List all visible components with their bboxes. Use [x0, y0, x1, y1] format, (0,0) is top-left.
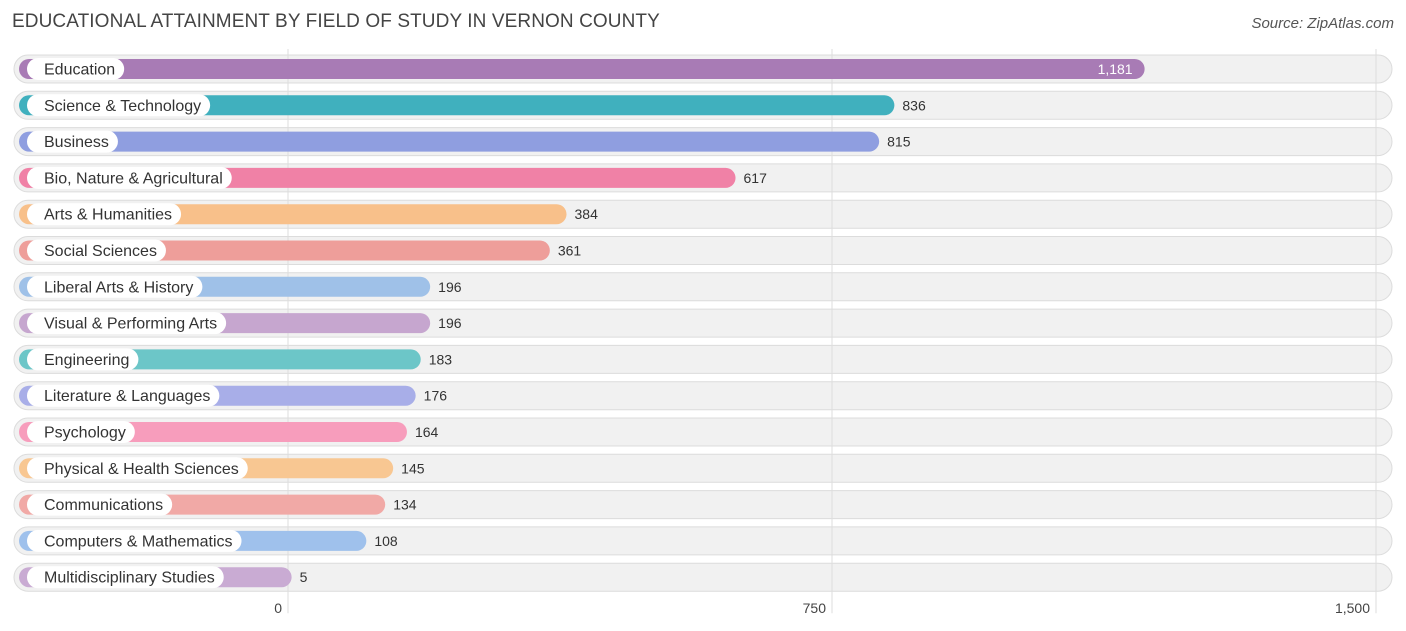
value-label: 836 [902, 97, 926, 113]
bar-group: Psychology 164 [19, 421, 439, 443]
bar-group: Engineering 183 [19, 348, 453, 371]
bar-group: Physical & Health Sciences 145 [19, 457, 425, 480]
category-label: Arts & Humanities [44, 207, 172, 224]
bar-group: Science & Technology 836 [19, 94, 926, 117]
value-label: 145 [401, 460, 425, 476]
chart-title: EDUCATIONAL ATTAINMENT BY FIELD OF STUDY… [12, 11, 660, 32]
category-label-pill [27, 566, 224, 589]
bar [19, 131, 880, 152]
bars: Education 1,181 Science & Technology 836 Bus… [19, 58, 1145, 589]
bar-group: Liberal Arts & History 196 [19, 275, 462, 298]
category-label-pill [27, 166, 232, 189]
value-label: 5 [300, 569, 308, 585]
category-label-pill [27, 457, 248, 480]
value-label: 361 [558, 243, 582, 259]
bar-group: Bio, Nature & Agricultural 617 [19, 166, 768, 189]
category-label: Liberal Arts & History [44, 279, 193, 296]
bar-group: Social Sciences 361 [19, 239, 582, 262]
category-label: Communications [44, 497, 163, 514]
bar-group: Multidisciplinary Studies 5 [19, 566, 308, 589]
category-label: Visual & Performing Arts [44, 316, 217, 333]
x-tick-label: 0 [274, 600, 282, 616]
category-label-pill [27, 130, 118, 153]
category-label-pill [27, 384, 220, 407]
value-label: 183 [429, 351, 453, 367]
value-label: 196 [438, 315, 462, 331]
value-label: 176 [424, 388, 448, 404]
x-tick-label: 750 [803, 600, 827, 616]
category-label-pill [27, 275, 203, 298]
category-label-pill [27, 58, 125, 80]
value-label: 384 [575, 206, 599, 222]
category-label-pill [27, 529, 242, 552]
bar-group: Computers & Mathematics 108 [19, 529, 398, 552]
category-label-pill [27, 348, 139, 371]
category-label: Science & Technology [44, 98, 201, 115]
value-label: 196 [438, 279, 462, 295]
value-label: 134 [393, 497, 417, 513]
category-label: Multidisciplinary Studies [44, 570, 215, 587]
value-label: 617 [744, 170, 768, 186]
source-note: Source: ZipAtlas.com [1251, 15, 1394, 32]
category-label: Bio, Nature & Agricultural [44, 170, 223, 187]
category-label-pill [27, 94, 211, 117]
value-label: 815 [887, 134, 911, 150]
category-label: Social Sciences [44, 243, 157, 260]
category-label-pill [27, 203, 182, 226]
category-label: Computers & Mathematics [44, 533, 233, 550]
category-label: Physical & Health Sciences [44, 461, 239, 478]
row-background [13, 562, 1393, 592]
bar-group: Literature & Languages 176 [19, 384, 448, 407]
category-label: Business [44, 134, 109, 151]
bar-group: Education 1,181 [19, 58, 1145, 80]
category-label: Education [44, 62, 115, 79]
category-label-pill [27, 239, 166, 262]
x-axis-ticks: 0 750 1,500 [274, 600, 1370, 616]
bar-group: Business 815 [19, 130, 911, 153]
bar-group: Visual & Performing Arts 196 [19, 312, 462, 335]
category-label: Literature & Languages [44, 388, 210, 405]
category-label: Psychology [44, 425, 126, 442]
category-label-pill [27, 421, 135, 443]
value-label: 1,181 [1098, 61, 1133, 77]
category-label-pill [27, 493, 173, 516]
bar [19, 59, 1145, 79]
bar-group: Communications 134 [19, 493, 417, 516]
x-tick-label: 1,500 [1335, 600, 1370, 616]
bar [19, 95, 895, 116]
category-label-pill [27, 312, 227, 335]
value-label: 108 [374, 533, 398, 549]
bar-group: Arts & Humanities 384 [19, 203, 599, 226]
category-label: Engineering [44, 352, 129, 369]
value-label: 164 [415, 424, 439, 440]
